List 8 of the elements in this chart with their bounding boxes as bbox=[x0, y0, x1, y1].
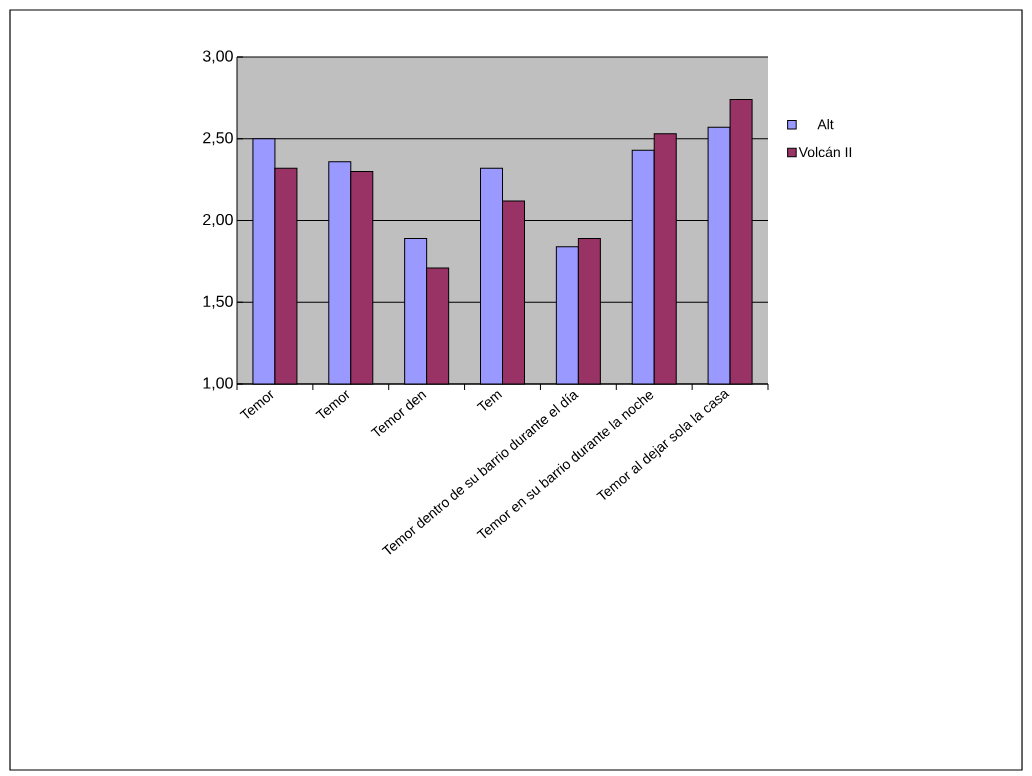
y-tick-label: 2,50 bbox=[203, 132, 233, 146]
y-tick-label: 1,50 bbox=[203, 295, 233, 309]
legend-label: Volcán II bbox=[798, 146, 852, 158]
x-tick-label: Tem bbox=[476, 391, 503, 411]
y-tick-label: 1,00 bbox=[203, 377, 233, 391]
y-tick-label: 2,00 bbox=[203, 213, 233, 228]
y-tick-label: 3,00 bbox=[202, 50, 233, 64]
legend-label: Alt bbox=[817, 119, 834, 130]
